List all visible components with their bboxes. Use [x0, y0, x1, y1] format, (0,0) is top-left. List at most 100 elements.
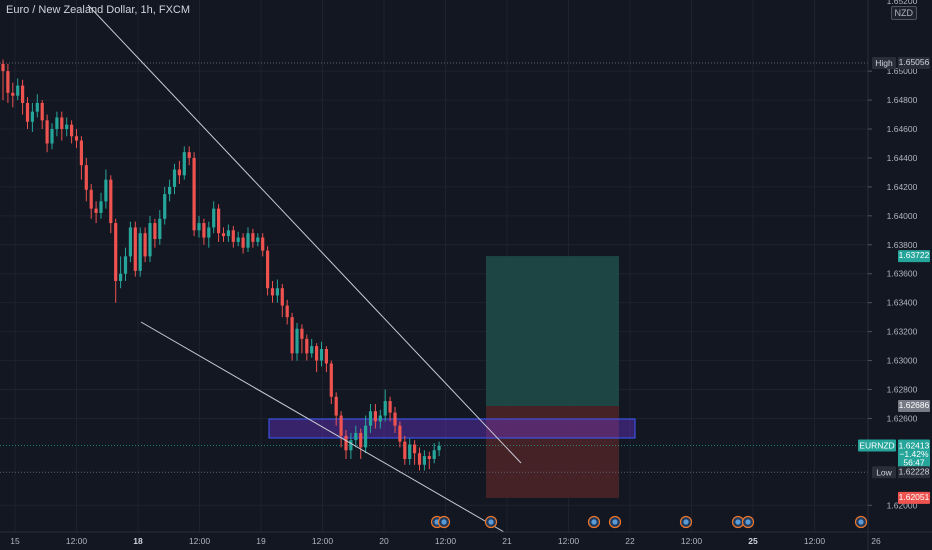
high-price-tag-bg	[898, 57, 930, 70]
candle-body	[16, 85, 20, 96]
candle	[11, 82, 15, 108]
economic-event-icon[interactable]	[437, 515, 451, 529]
candle	[334, 392, 338, 426]
stop-zone	[486, 406, 619, 498]
candle-body	[202, 223, 206, 238]
candle	[84, 157, 88, 202]
candle	[21, 79, 25, 115]
time-tick-label: 18	[133, 536, 143, 546]
candle-body	[11, 92, 15, 96]
candle-body	[270, 288, 275, 296]
last-price-tag-bg	[898, 439, 930, 468]
price-tick-label: 1.64000	[887, 211, 918, 221]
price-tick-label-partial: 1.65200	[887, 0, 918, 6]
economic-event-icon[interactable]	[854, 515, 868, 529]
candle-body	[40, 102, 44, 121]
candle-body	[163, 194, 167, 219]
symbol-title[interactable]: Euro / New Zealand Dollar, 1h, FXCM	[6, 4, 190, 16]
candle-body	[79, 140, 83, 166]
candle	[310, 338, 314, 358]
economic-event-icon[interactable]	[608, 515, 622, 529]
candle-body	[290, 317, 294, 354]
candle	[388, 396, 392, 422]
candle	[393, 406, 397, 433]
candle	[60, 111, 64, 141]
event-dot	[735, 519, 741, 525]
candle	[35, 94, 39, 118]
price-tick-label: 1.64600	[887, 124, 918, 134]
economic-event-icon[interactable]	[587, 515, 601, 529]
candle	[207, 221, 211, 248]
candle	[368, 403, 373, 433]
price-tags: High 1.65056 1.63722 1.62686 EURNZD 1.62413−1…	[858, 57, 930, 504]
price-tick-label: 1.63000	[887, 356, 918, 366]
target-price-tag: 1.63722	[898, 250, 930, 263]
candle	[1, 59, 5, 101]
candle	[74, 129, 79, 148]
candle-body	[21, 85, 25, 103]
candle-body	[364, 425, 368, 448]
candle-body	[437, 445, 441, 451]
candle-body	[109, 179, 113, 224]
candle-body	[192, 157, 196, 231]
time-axis[interactable]: 15 12:00 18 12:00 19 12:00 20 12:00 21 12:00 22 12:…	[0, 531, 932, 546]
event-dot	[591, 519, 597, 525]
candle	[378, 409, 382, 429]
candle-body	[99, 201, 103, 213]
candle	[256, 233, 260, 247]
target-price-tag-text: 1.63722	[899, 250, 930, 260]
candle	[329, 360, 333, 404]
event-dot	[858, 519, 864, 525]
candle-body	[378, 415, 382, 422]
price-tick-label: 1.62000	[887, 500, 918, 510]
low-price-tag-bg	[898, 466, 930, 479]
economic-event-icon[interactable]	[731, 515, 745, 529]
last-symbol-tag-text: EURNZD	[859, 441, 894, 451]
economic-event-icon[interactable]	[679, 515, 693, 529]
candle	[319, 341, 324, 367]
candle-body	[25, 102, 30, 122]
candle-body	[393, 412, 397, 426]
candle-body	[315, 346, 319, 361]
event-markers[interactable]	[430, 515, 868, 529]
candle	[300, 324, 304, 354]
candle-body	[354, 432, 358, 441]
event-dot	[745, 519, 751, 525]
candle	[79, 136, 83, 180]
economic-event-icon[interactable]	[484, 515, 498, 529]
candle	[197, 215, 201, 238]
high-price-tag: 1.65056	[898, 57, 930, 70]
candle	[437, 441, 441, 457]
candle-body	[148, 223, 152, 257]
candle-body	[422, 456, 426, 465]
candle-body	[60, 117, 64, 130]
candle-body	[182, 152, 186, 176]
economic-event-icon[interactable]	[741, 515, 755, 529]
candle	[177, 160, 181, 185]
target-zone	[486, 256, 619, 407]
drawings[interactable]	[87, 4, 522, 533]
currency-label[interactable]: NZD	[890, 6, 917, 20]
high-price-tag-text: 1.65056	[899, 57, 930, 67]
candles	[1, 59, 441, 471]
upper-trendline	[87, 4, 522, 464]
price-level-lines	[0, 62, 868, 473]
candle-body	[349, 440, 353, 451]
candle-body	[168, 186, 172, 195]
candle-body	[6, 71, 10, 93]
price-tick-label: 1.63600	[887, 269, 918, 279]
candle	[202, 218, 206, 245]
candle	[373, 403, 377, 429]
candle	[266, 246, 270, 296]
candle-body	[329, 363, 333, 397]
event-dot	[441, 519, 447, 525]
stop-price-tag-bg	[898, 491, 930, 504]
target-price-tag-bg	[898, 250, 930, 263]
low-label-tag: Low	[872, 466, 896, 479]
candle-body	[177, 169, 181, 176]
candle-body	[417, 453, 422, 465]
candle	[70, 120, 74, 144]
price-tick-label: 1.62800	[887, 385, 918, 395]
